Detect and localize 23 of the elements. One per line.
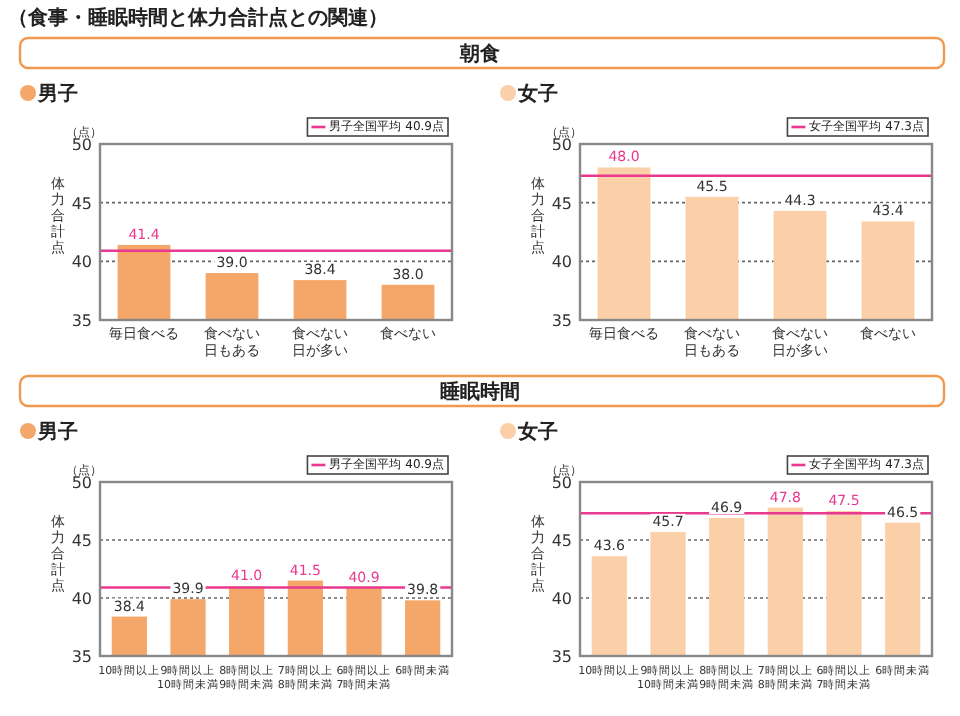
text: （食事・睡眠時間と体力合計点との関連） bbox=[8, 6, 388, 30]
y-tick-label: 40 bbox=[71, 253, 92, 272]
chart-title: 男子 bbox=[36, 82, 78, 106]
y-tick-label: 40 bbox=[551, 253, 572, 272]
text: 朝食 bbox=[458, 42, 500, 66]
y-tick-label: 35 bbox=[71, 312, 92, 330]
y-tick-label: 45 bbox=[551, 194, 572, 213]
y-tick-label: 50 bbox=[71, 136, 92, 154]
y-tick-label: 35 bbox=[551, 648, 572, 666]
text: 睡眠時間 bbox=[440, 380, 520, 404]
y-tick-label: 45 bbox=[71, 194, 92, 213]
y-tick-label: 45 bbox=[551, 532, 572, 550]
chart-title: 女子 bbox=[516, 420, 558, 444]
y-tick-label: 50 bbox=[551, 136, 572, 154]
chart-title: 女子 bbox=[516, 82, 558, 106]
y-tick-label: 35 bbox=[551, 312, 572, 330]
y-tick-label: 40 bbox=[551, 590, 572, 608]
y-tick-label: 40 bbox=[71, 590, 92, 608]
chart-title: 男子 bbox=[36, 420, 78, 444]
y-tick-label: 50 bbox=[551, 474, 572, 492]
y-tick-label: 45 bbox=[71, 532, 92, 550]
y-tick-label: 50 bbox=[71, 474, 92, 492]
y-tick-label: 35 bbox=[71, 648, 92, 666]
